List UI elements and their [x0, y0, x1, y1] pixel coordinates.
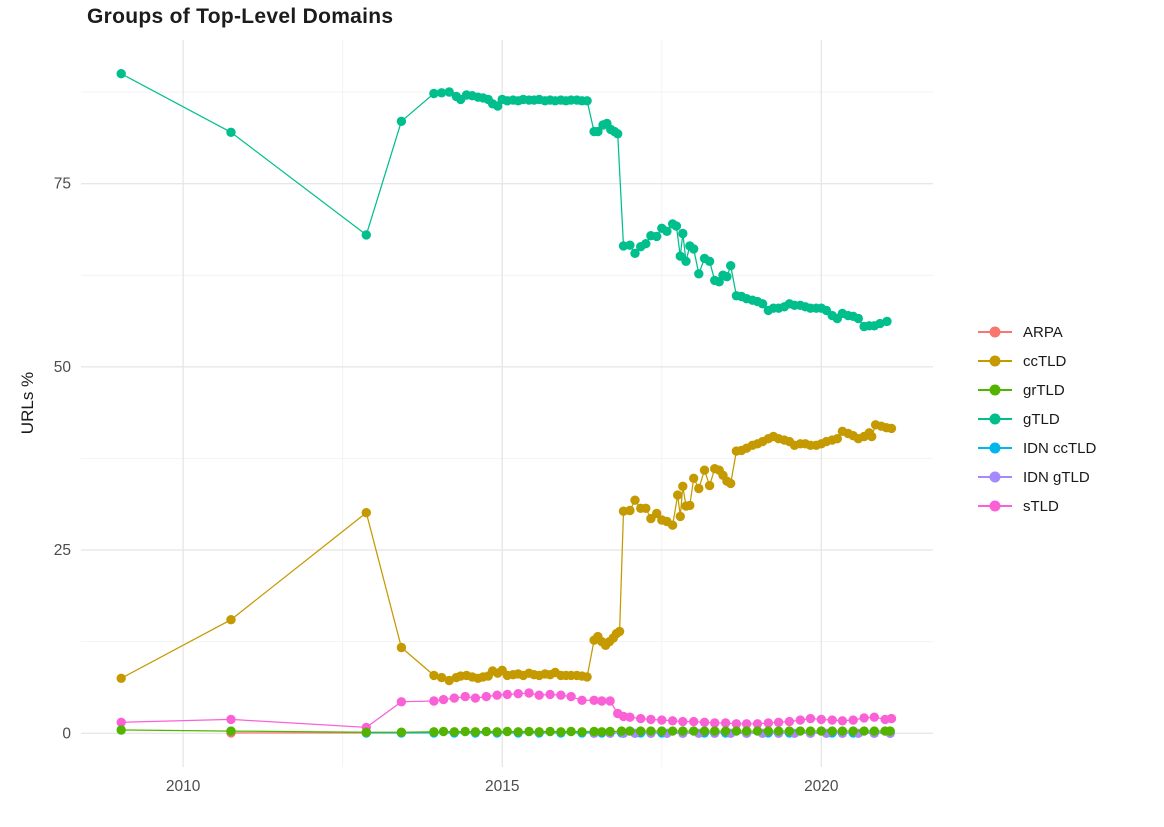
series-points-grtld	[116, 725, 895, 737]
series-grtld	[116, 725, 895, 737]
series-points-stld	[116, 688, 897, 733]
legend-label: grTLD	[1023, 381, 1065, 399]
legend-key-icon	[978, 412, 1012, 426]
legend-item-idn-cctld: IDN ccTLD	[978, 438, 1096, 458]
series-points-cctld	[116, 420, 897, 686]
legend-item-arpa: ARPA	[978, 322, 1096, 342]
legend-key-icon	[978, 325, 1012, 339]
y-tick-label: 0	[62, 725, 71, 742]
legend-item-cctld: ccTLD	[978, 351, 1096, 371]
legend-label: gTLD	[1023, 410, 1060, 428]
series-gtld	[116, 69, 892, 332]
legend-key-icon	[978, 383, 1012, 397]
y-axis-tick-labels: 0 25 50 75	[54, 176, 72, 743]
gridlines-major	[81, 40, 933, 767]
legend-key-icon	[978, 354, 1012, 368]
legend-label: IDN ccTLD	[1023, 439, 1097, 457]
x-axis-tick-labels: 2010 2015 2020	[166, 778, 839, 795]
legend-key-icon	[978, 441, 1012, 455]
y-tick-label: 50	[54, 359, 72, 376]
legend-key-icon	[978, 499, 1012, 513]
legend-item-stld: sTLD	[978, 496, 1096, 516]
series-arpa	[226, 728, 371, 738]
y-tick-label: 25	[54, 542, 71, 559]
legend-label: sTLD	[1023, 497, 1059, 515]
legend-item-gtld: gTLD	[978, 409, 1096, 429]
legend-label: ccTLD	[1023, 352, 1067, 370]
gridlines-minor	[81, 40, 933, 767]
y-axis-title: URLs %	[18, 371, 37, 435]
series-line-gtld	[120, 73, 888, 328]
series-stld	[116, 688, 897, 733]
x-tick-label: 2010	[166, 778, 201, 795]
x-tick-label: 2020	[804, 778, 839, 795]
legend-item-idn-gtld: IDN gTLD	[978, 467, 1096, 487]
series-cctld	[116, 420, 897, 686]
legend-item-grtld: grTLD	[978, 380, 1096, 400]
legend-key-icon	[978, 470, 1012, 484]
legend: ARPA ccTLD grTLD gTLD IDN ccTLD IDN gTLD sTLD	[978, 322, 1096, 516]
series-line-cctld	[120, 424, 892, 682]
legend-label: ARPA	[1023, 323, 1063, 341]
legend-label: IDN gTLD	[1023, 468, 1090, 486]
x-tick-label: 2015	[485, 778, 519, 795]
chart-title: Groups of Top-Level Domains	[87, 5, 394, 28]
y-tick-label: 75	[54, 176, 71, 193]
series-points-gtld	[116, 69, 892, 332]
